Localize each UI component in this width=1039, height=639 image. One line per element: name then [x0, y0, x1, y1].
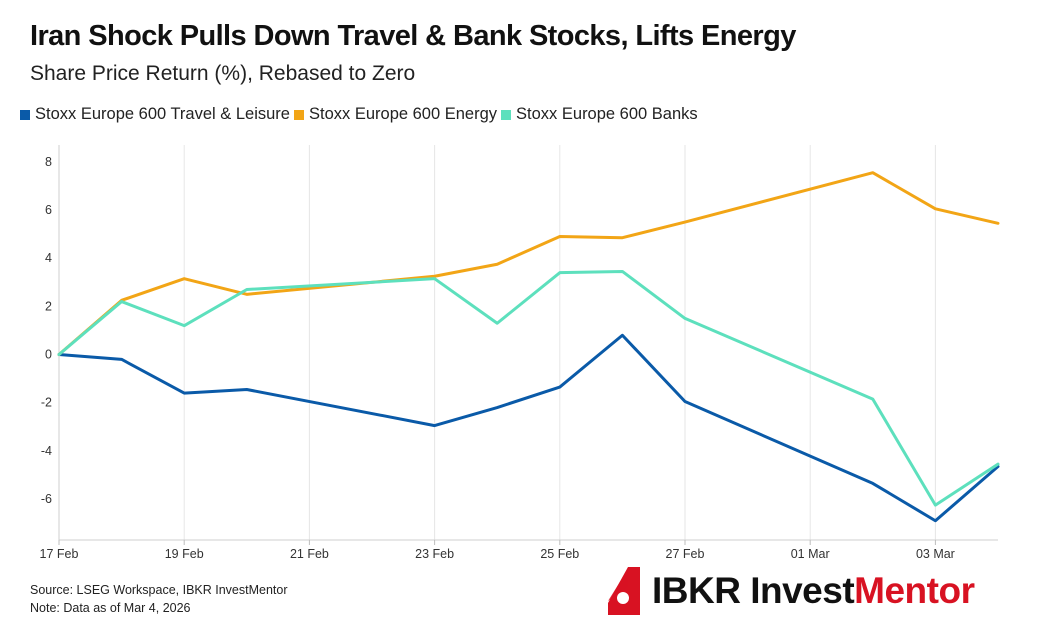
y-tick-label: 0 [45, 348, 52, 362]
y-tick-label: -2 [41, 396, 52, 410]
series-line-energy [57, 171, 1000, 357]
chart-subtitle: Share Price Return (%), Rebased to Zero [30, 62, 416, 85]
y-tick-label: 6 [45, 203, 52, 217]
series-line-banks [57, 269, 1000, 507]
y-tick-label: -6 [41, 492, 52, 506]
legend-swatch-travel [20, 109, 30, 120]
legend-swatch-banks [501, 109, 512, 120]
legend-label-banks: Stoxx Europe 600 Banks [516, 105, 698, 123]
series-line-travel [57, 333, 1000, 523]
ibkr-logo-icon [608, 567, 640, 615]
x-tick-label: 17 Feb [40, 547, 79, 561]
logo-wordmark: IBKR InvestMentor [652, 570, 975, 612]
x-tick-label: 27 Feb [666, 547, 705, 561]
x-tick-label: 01 Mar [791, 547, 830, 561]
legend-label-energy: Stoxx Europe 600 Energy [308, 105, 498, 123]
chart-title: Iran Shock Pulls Down Travel & Bank Stoc… [30, 20, 796, 52]
legend-item-travel: Stoxx Europe 600 Travel & Leisure [20, 105, 290, 124]
y-tick-label: 8 [45, 155, 52, 169]
legend-label-travel: Stoxx Europe 600 Travel & Leisure [35, 105, 290, 123]
logo-text-accent: Mentor [854, 570, 975, 611]
y-tick-label: 4 [45, 251, 52, 265]
x-tick-label: 19 Feb [165, 547, 204, 561]
x-tick-label: 25 Feb [540, 547, 579, 561]
legend-swatch-energy [293, 109, 304, 120]
legend-item-banks: Stoxx Europe 600 Banks [501, 105, 698, 124]
x-tick-label: 21 Feb [290, 547, 329, 561]
legend-item-energy: Stoxx Europe 600 Energy [293, 105, 498, 124]
y-tick-label: -4 [41, 444, 52, 458]
source-note: Source: LSEG Workspace, IBKR InvestMento… [30, 583, 288, 597]
data-date-note: Note: Data as of Mar 4, 2026 [30, 601, 191, 615]
chart-legend: Stoxx Europe 600 Travel & Leisure Stoxx … [20, 105, 702, 124]
y-tick-label: 2 [45, 299, 52, 313]
x-tick-label: 23 Feb [415, 547, 454, 561]
x-tick-label: 03 Mar [916, 547, 955, 561]
ibkr-investmentor-logo: IBKR InvestMentor [606, 565, 975, 617]
logo-text-main: IBKR Invest [652, 570, 855, 611]
